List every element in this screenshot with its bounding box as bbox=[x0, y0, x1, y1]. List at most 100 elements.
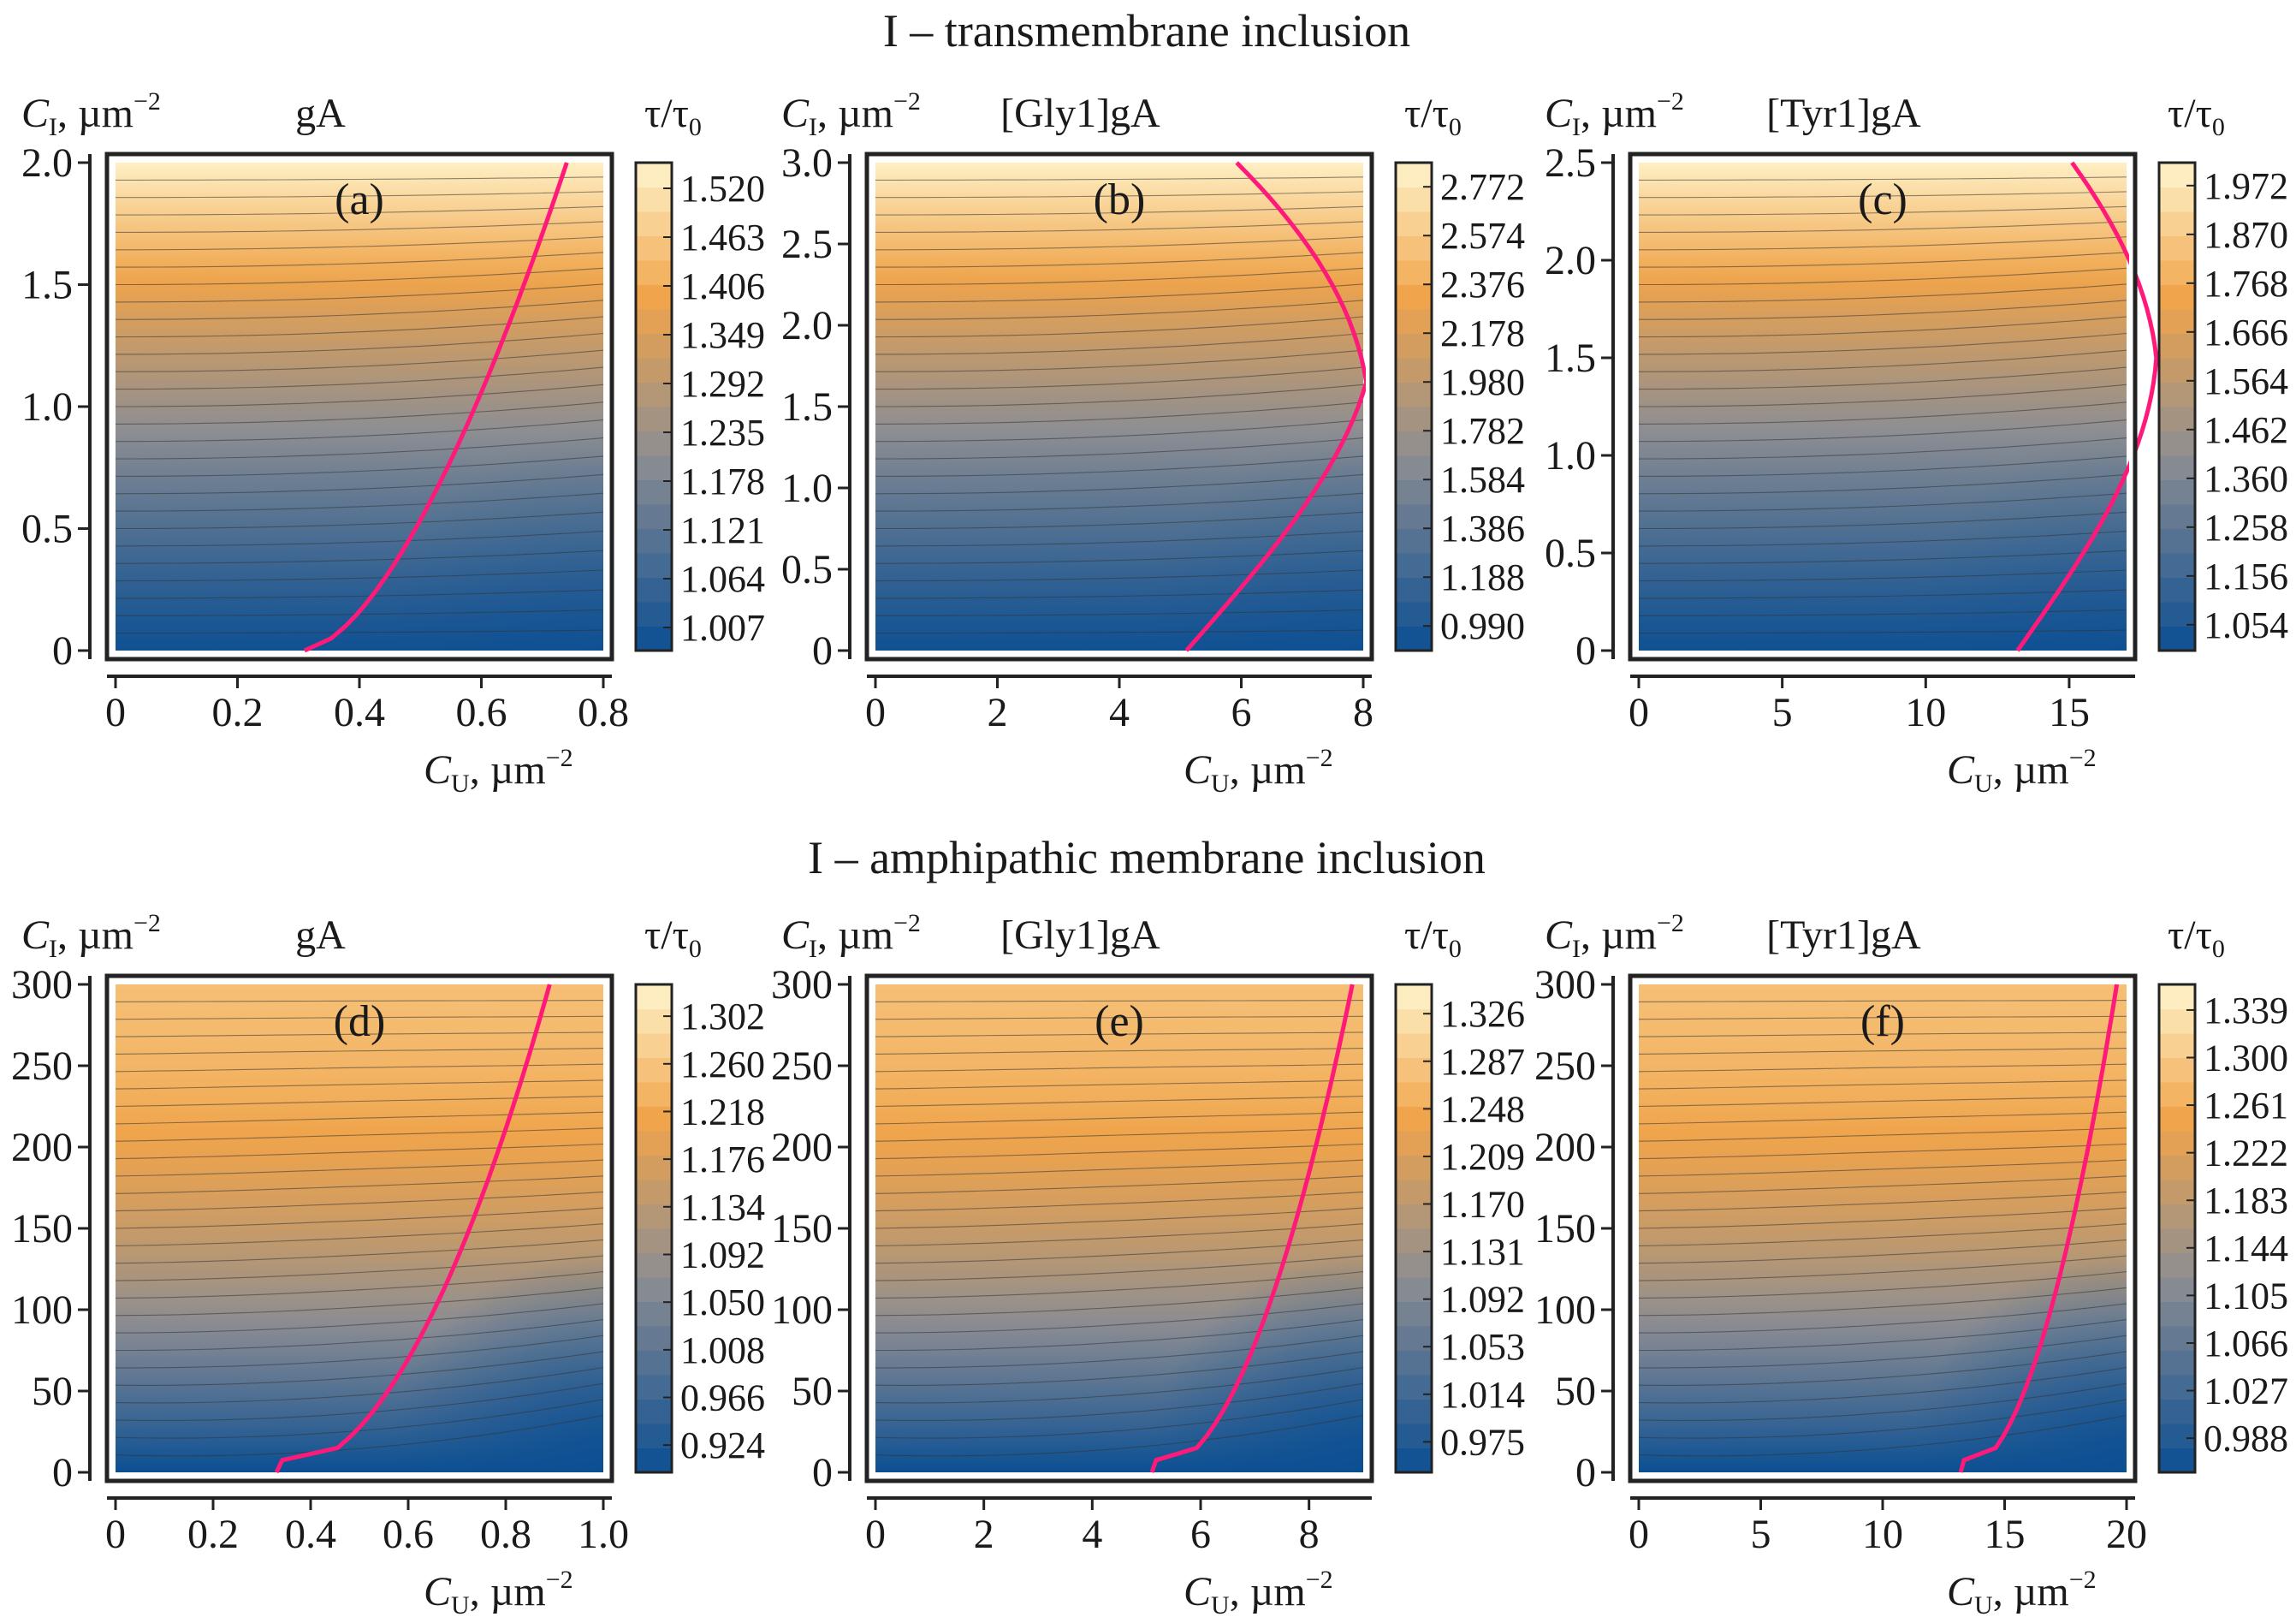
panel-label: (c) bbox=[1858, 175, 1907, 224]
contour-line bbox=[875, 1063, 1364, 1073]
contour-line bbox=[875, 1095, 1364, 1108]
contour-line bbox=[1638, 1271, 2127, 1299]
colorbar-swatch bbox=[2159, 358, 2195, 383]
contour-line bbox=[875, 1159, 1364, 1177]
colorbar-swatch bbox=[2159, 1106, 2195, 1132]
contour-line bbox=[1638, 1207, 2127, 1229]
x-tick-label: 10 bbox=[1862, 1512, 1903, 1557]
colorbar-swatch bbox=[2159, 455, 2195, 480]
contour-line bbox=[875, 1335, 1364, 1369]
contour-line bbox=[115, 1143, 604, 1160]
colorbar-swatch bbox=[1396, 553, 1432, 578]
colorbar-tick-label: 2.376 bbox=[1440, 264, 1525, 306]
x-tick-label: 1.0 bbox=[578, 1512, 629, 1557]
contour-line bbox=[115, 401, 604, 425]
contour-line bbox=[875, 1207, 1364, 1229]
plot-frame bbox=[864, 152, 1374, 662]
contour-line bbox=[875, 383, 1364, 407]
contour-line bbox=[875, 1015, 1364, 1020]
contour-line bbox=[875, 366, 1364, 390]
colorbar: 1.054 1.156 1.258 1.360 1.462 1.564 1.666 1.768… bbox=[2157, 161, 2288, 652]
contour-line bbox=[116, 332, 604, 355]
colorbar-tick-label: 1.406 bbox=[680, 265, 765, 307]
colorbar-tick-label: 0.990 bbox=[1440, 605, 1525, 647]
contour-line bbox=[115, 1159, 604, 1177]
panel-title: [Tyr1]gA bbox=[1766, 91, 1921, 136]
panel-label: (a) bbox=[335, 175, 384, 224]
contour-line bbox=[115, 473, 604, 495]
colorbar-tick-label: 1.105 bbox=[2204, 1275, 2288, 1317]
colorbar-tick-label: 1.360 bbox=[2204, 458, 2288, 500]
contour-line bbox=[116, 589, 604, 599]
contour-line bbox=[1639, 511, 2127, 530]
contour-line bbox=[1638, 316, 2127, 338]
contour-line bbox=[115, 1366, 604, 1404]
colorbar: 0.975 1.014 1.053 1.092 1.131 1.170 1.209 1.248… bbox=[1394, 983, 1525, 1474]
colorbar-swatch bbox=[636, 1301, 672, 1327]
contour-line bbox=[116, 511, 604, 530]
colorbar-title: τ/τ0 bbox=[1404, 913, 1462, 963]
x-tick-label: 0.6 bbox=[456, 690, 507, 735]
colorbar-swatch bbox=[1396, 1033, 1432, 1058]
y-tick-label: 0 bbox=[812, 1450, 833, 1495]
colorbar-tick-label: 1.134 bbox=[680, 1186, 765, 1228]
contour-line bbox=[1638, 1143, 2127, 1160]
separatrix-curve bbox=[2015, 161, 2159, 652]
x-tick-label: 0 bbox=[865, 1512, 886, 1557]
contour-line bbox=[116, 236, 604, 251]
colorbar-tick-label: 1.176 bbox=[680, 1138, 765, 1180]
panel-title: [Gly1]gA bbox=[1000, 91, 1160, 136]
colorbar-swatch bbox=[2159, 1301, 2195, 1327]
colorbar-tick-label: 1.339 bbox=[2204, 990, 2288, 1031]
x-tick-label: 0.8 bbox=[480, 1512, 531, 1557]
colorbar-tick-label: 1.258 bbox=[2204, 507, 2288, 549]
contour-line bbox=[116, 492, 604, 512]
colorbar-swatch bbox=[1396, 1180, 1432, 1204]
colorbar-swatch bbox=[1396, 1228, 1432, 1253]
contour-line bbox=[1639, 332, 2127, 355]
colorbar-tick-label: 1.188 bbox=[1440, 556, 1525, 598]
colorbar-swatch bbox=[636, 1424, 672, 1448]
colorbar-swatch bbox=[636, 1375, 672, 1400]
separatrix-curve bbox=[274, 984, 552, 1474]
colorbar-swatch bbox=[1396, 1008, 1432, 1034]
contour-line bbox=[875, 550, 1364, 564]
contour-line bbox=[116, 1319, 604, 1352]
x-tick-label: 4 bbox=[1109, 690, 1130, 735]
contour-line bbox=[1639, 221, 2127, 233]
contour-line bbox=[115, 1015, 604, 1020]
contour-line bbox=[1638, 1095, 2127, 1108]
contour-line bbox=[875, 1048, 1364, 1055]
colorbar-tick-label: 1.300 bbox=[2204, 1037, 2288, 1079]
colorbar-swatch bbox=[636, 504, 672, 529]
contour-line bbox=[875, 1079, 1364, 1090]
contour-line bbox=[1639, 550, 2127, 564]
contour-line bbox=[116, 176, 604, 181]
colorbar-tick-label: 1.178 bbox=[680, 461, 765, 502]
colorbar-swatch bbox=[2159, 260, 2195, 285]
y-tick-label: 1.0 bbox=[21, 384, 73, 430]
colorbar-tick-label: 1.584 bbox=[1440, 459, 1525, 501]
contour-line bbox=[115, 1063, 604, 1073]
colorbar-swatch bbox=[636, 1228, 672, 1253]
panel-d: (d) 0 0.2 0.4 0.6 0.8 1.0 0 50 100 150 200 250 300CI,… bbox=[11, 909, 765, 1617]
colorbar-swatch bbox=[2159, 1155, 2195, 1180]
colorbar-tick-label: 1.209 bbox=[1440, 1136, 1525, 1178]
colorbar-swatch bbox=[1396, 407, 1432, 431]
row-title-transmembrane: I – transmembrane inclusion bbox=[883, 5, 1410, 56]
colorbar-tick-label: 1.326 bbox=[1440, 993, 1525, 1035]
contour-line bbox=[116, 366, 604, 390]
contour-line bbox=[875, 267, 1364, 286]
colorbar-tick-label: 1.156 bbox=[2204, 556, 2288, 597]
y-tick-label: 3.0 bbox=[781, 140, 833, 186]
x-tick-label: 0.4 bbox=[334, 690, 385, 735]
colorbar-swatch bbox=[2159, 1228, 2195, 1253]
y-tick-label: 0 bbox=[812, 628, 833, 674]
colorbar-swatch bbox=[636, 1180, 672, 1204]
contour-line bbox=[1638, 401, 2127, 425]
panel-label: (d) bbox=[334, 997, 386, 1046]
contour-line bbox=[115, 1399, 604, 1439]
contour-line bbox=[875, 437, 1364, 460]
contour-line bbox=[115, 1239, 604, 1264]
x-tick-label: 0.4 bbox=[285, 1512, 336, 1557]
